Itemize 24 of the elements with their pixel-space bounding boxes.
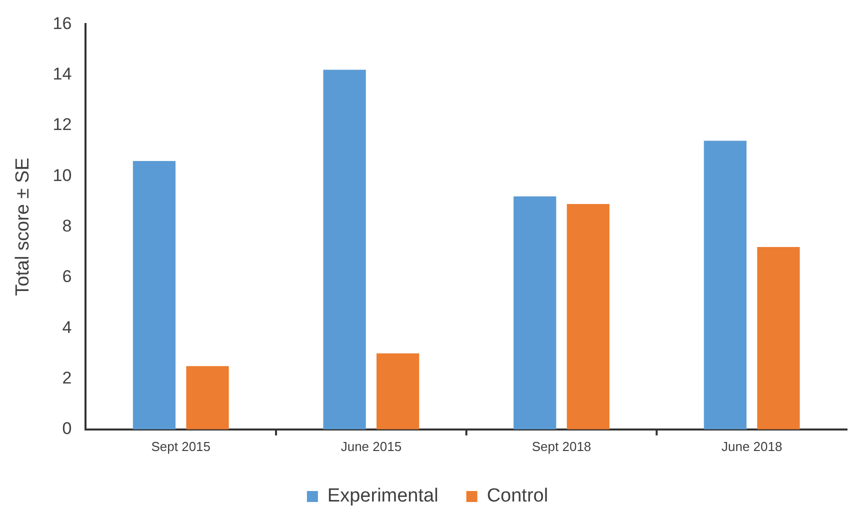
- y-tick-label: 16: [52, 14, 72, 33]
- y-tick-label: 10: [52, 166, 72, 185]
- bar: [376, 353, 420, 430]
- bar: [704, 140, 747, 430]
- y-tick-label: 2: [62, 368, 72, 388]
- y-tick-label: 8: [62, 216, 72, 236]
- bar: [566, 204, 610, 430]
- x-tick-label: June 2015: [340, 438, 402, 454]
- bar: [757, 247, 800, 430]
- y-tick-label: 12: [52, 115, 72, 134]
- y-tick-label: 0: [62, 419, 72, 438]
- y-tick-label: 4: [62, 318, 72, 337]
- x-tick-label: June 2018: [721, 438, 782, 454]
- x-tick-label: Sept 2018: [532, 438, 592, 454]
- bar: [132, 160, 176, 430]
- bar: [514, 196, 556, 430]
- legend-label: Control: [486, 486, 548, 507]
- y-tick-label: 6: [62, 267, 72, 286]
- bar: [186, 366, 229, 430]
- legend-label: Experimental: [327, 486, 438, 507]
- bar: [323, 70, 366, 430]
- y-tick-label: 14: [52, 64, 72, 84]
- x-tick-label: Sept 2015: [151, 438, 211, 454]
- y-axis-title: Total score ± SE: [12, 158, 34, 296]
